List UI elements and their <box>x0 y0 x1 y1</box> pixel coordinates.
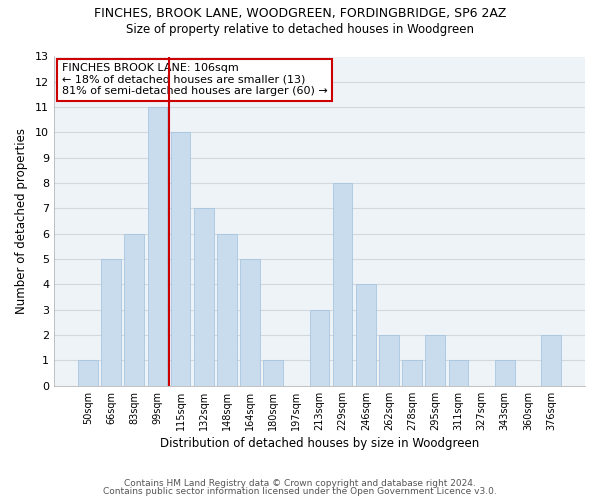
Bar <box>310 310 329 386</box>
Bar <box>101 259 121 386</box>
Bar <box>356 284 376 386</box>
Text: Contains public sector information licensed under the Open Government Licence v3: Contains public sector information licen… <box>103 487 497 496</box>
Bar <box>425 335 445 386</box>
X-axis label: Distribution of detached houses by size in Woodgreen: Distribution of detached houses by size … <box>160 437 479 450</box>
Bar <box>170 132 190 386</box>
Bar <box>148 107 167 386</box>
Bar <box>194 208 214 386</box>
Bar <box>402 360 422 386</box>
Bar <box>240 259 260 386</box>
Bar <box>124 234 144 386</box>
Y-axis label: Number of detached properties: Number of detached properties <box>15 128 28 314</box>
Text: FINCHES, BROOK LANE, WOODGREEN, FORDINGBRIDGE, SP6 2AZ: FINCHES, BROOK LANE, WOODGREEN, FORDINGB… <box>94 8 506 20</box>
Text: Size of property relative to detached houses in Woodgreen: Size of property relative to detached ho… <box>126 22 474 36</box>
Bar <box>495 360 515 386</box>
Bar <box>333 183 352 386</box>
Bar <box>78 360 98 386</box>
Text: FINCHES BROOK LANE: 106sqm
← 18% of detached houses are smaller (13)
81% of semi: FINCHES BROOK LANE: 106sqm ← 18% of deta… <box>62 63 328 96</box>
Bar <box>263 360 283 386</box>
Bar <box>217 234 236 386</box>
Bar <box>541 335 561 386</box>
Bar <box>449 360 468 386</box>
Text: Contains HM Land Registry data © Crown copyright and database right 2024.: Contains HM Land Registry data © Crown c… <box>124 478 476 488</box>
Bar <box>379 335 399 386</box>
